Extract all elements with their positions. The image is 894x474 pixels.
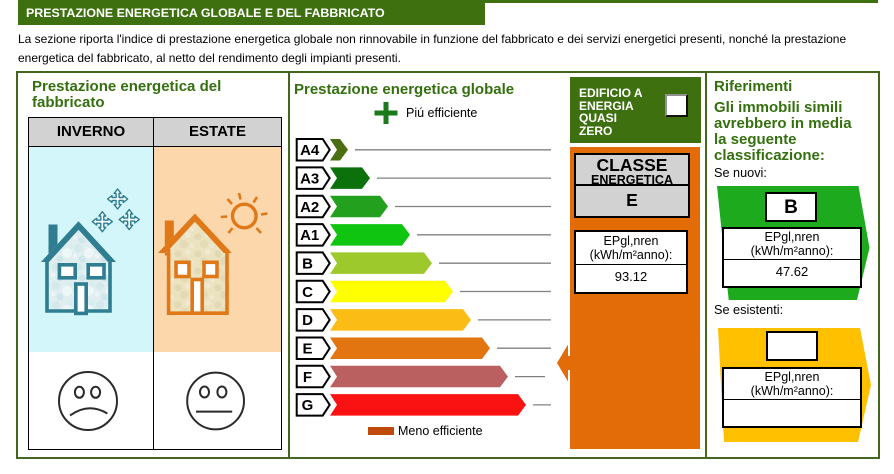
svg-text:A2: A2	[300, 199, 319, 216]
svg-text:A3: A3	[300, 170, 319, 187]
svg-text:D: D	[302, 312, 313, 329]
svg-text:A4: A4	[300, 142, 320, 159]
svg-text:F: F	[303, 369, 312, 386]
svg-text:B: B	[302, 256, 313, 273]
svg-text:G: G	[302, 397, 314, 414]
svg-text:E: E	[302, 341, 312, 358]
svg-text:A1: A1	[300, 227, 319, 244]
svg-text:C: C	[302, 284, 313, 301]
